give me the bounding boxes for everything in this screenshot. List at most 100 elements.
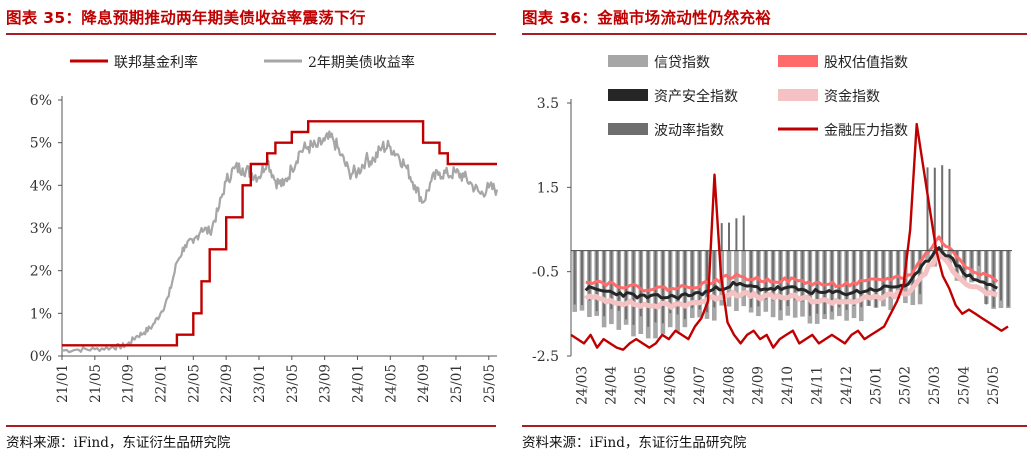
x-tick-label: 22/09: [219, 364, 235, 403]
x-tick-label: 23/01: [252, 364, 268, 403]
x-tick-label: 25/05: [482, 364, 498, 403]
source-note-35: 资料来源：iFind，东证衍生品研究院: [6, 435, 231, 451]
legend-label: 波动率指数: [654, 122, 724, 139]
bar-volatility: [735, 218, 738, 251]
bar-volatility: [985, 250, 988, 305]
y-tick-label: 2%: [30, 264, 52, 280]
bar-volatility: [941, 165, 944, 251]
x-tick-label: 25/04: [956, 366, 972, 405]
bar-volatility: [897, 250, 900, 287]
x-tick-label: 24/01: [350, 364, 366, 403]
x-tick-label: 25/03: [927, 366, 943, 405]
footer-rule: [6, 425, 496, 427]
y-tick-label: 3.5: [537, 96, 559, 112]
x-tick-label: 25/01: [449, 364, 465, 403]
bar-volatility: [853, 250, 855, 306]
y-tick-label: 5%: [30, 136, 52, 152]
legend-label: 信贷指数: [654, 55, 710, 71]
x-tick-label: 24/09: [751, 366, 767, 405]
y-tick-label: 6%: [30, 93, 52, 109]
bar-volatility: [977, 250, 980, 266]
bar-volatility: [742, 215, 745, 251]
bar-volatility: [919, 250, 922, 295]
bar-volatility: [581, 250, 583, 305]
x-tick-label: 24/12: [839, 366, 855, 405]
title-rule: [6, 33, 496, 35]
bar-volatility: [720, 223, 723, 251]
legend-label-fed-funds: 联邦基金利率: [114, 54, 198, 71]
bar-volatility: [823, 250, 826, 315]
bar-credit: [976, 250, 982, 282]
x-tick-label: 24/08: [721, 366, 737, 405]
x-tick-label: 21/05: [88, 364, 104, 403]
title-rule: [522, 33, 1027, 35]
source-note-36: 资料来源：iFind，东证衍生品研究院: [522, 435, 747, 451]
bar-volatility: [1007, 250, 1010, 307]
bar-volatility: [926, 167, 929, 251]
series-line-us2y: [61, 130, 499, 354]
series-line-asset-safety: [584, 246, 998, 301]
x-tick-label: 22/05: [186, 364, 202, 403]
x-tick-label: 25/02: [898, 366, 914, 405]
bar-volatility: [691, 250, 694, 309]
chart-35-svg: 联邦基金利率 2年期美债收益率 0% 1% 2% 3% 4% 5% 6% 21/01 21/05 21…: [30, 54, 499, 403]
bar-volatility: [911, 250, 914, 286]
y-tick-label: -0.5: [532, 265, 559, 281]
bar-volatility: [786, 250, 789, 307]
legend-label: 金融压力指数: [824, 123, 908, 139]
bar-volatility: [838, 250, 841, 308]
series-line-fed-funds: [62, 120, 497, 347]
legend-label: 资金指数: [824, 89, 880, 105]
x-tick-label: 21/01: [55, 364, 71, 403]
bar-volatility: [970, 250, 973, 269]
x-tick-label: 24/05: [633, 366, 649, 405]
bar-volatility: [669, 250, 672, 314]
bar-volatility: [882, 250, 885, 296]
panel-liquidity: 图表 36：金融市场流动性仍然充裕 信贷指数 股权估值指数 资产安全指数 资金指数 波动…: [516, 0, 1031, 457]
x-tick-label: 24/03: [574, 366, 590, 405]
x-tick-label: 23/09: [318, 364, 334, 403]
legend-swatch: [778, 89, 818, 101]
legend-label: 资产安全指数: [654, 88, 738, 105]
bar-volatility: [889, 250, 892, 298]
x-tick-label: 24/11: [809, 366, 825, 405]
x-tick-label: 22/01: [153, 364, 169, 403]
x-tick-label: 25/01: [868, 366, 884, 405]
y-tick-label: -2.5: [532, 349, 559, 365]
x-tick-label: 21/09: [121, 364, 137, 403]
footer-rule: [522, 425, 1027, 427]
legend-label: 股权估值指数: [824, 55, 908, 71]
y-tick-label: 3%: [30, 221, 52, 237]
bar-credit: [734, 250, 739, 311]
bar-volatility: [963, 250, 966, 272]
bar-volatility: [801, 250, 804, 302]
y-tick-label: 4%: [30, 178, 52, 194]
bar-volatility: [639, 250, 642, 317]
y-tick-label: 0%: [30, 349, 52, 365]
x-tick-label: 24/05: [383, 364, 399, 403]
legend-swatch: [608, 123, 648, 135]
legend-swatch: [778, 55, 818, 67]
bar-volatility: [610, 250, 613, 310]
bar-volatility: [698, 250, 701, 310]
bar-volatility: [860, 250, 863, 308]
bar-credit: [925, 250, 930, 262]
bar-volatility: [1000, 250, 1002, 301]
bar-volatility: [573, 250, 576, 305]
bar-volatility: [933, 167, 936, 251]
series-line-financial-stress: [570, 122, 1009, 351]
x-tick-label: 24/09: [416, 364, 432, 403]
legend-swatch: [608, 89, 648, 101]
bar-volatility: [676, 250, 679, 315]
x-tick-label: 24/07: [692, 366, 708, 405]
bar-volatility: [654, 250, 657, 323]
bar-volatility: [632, 250, 635, 325]
bar-volatility: [948, 168, 951, 251]
x-tick-label: 24/06: [662, 366, 678, 405]
x-tick-label: 25/05: [986, 366, 1002, 405]
series-line-equity-valuation: [585, 235, 999, 293]
bar-volatility: [772, 250, 775, 301]
x-tick-label: 23/05: [285, 364, 301, 403]
chart-title-35: 图表 35：降息预期推动两年期美债收益率震荡下行: [6, 9, 366, 27]
bar-volatility: [764, 250, 767, 300]
